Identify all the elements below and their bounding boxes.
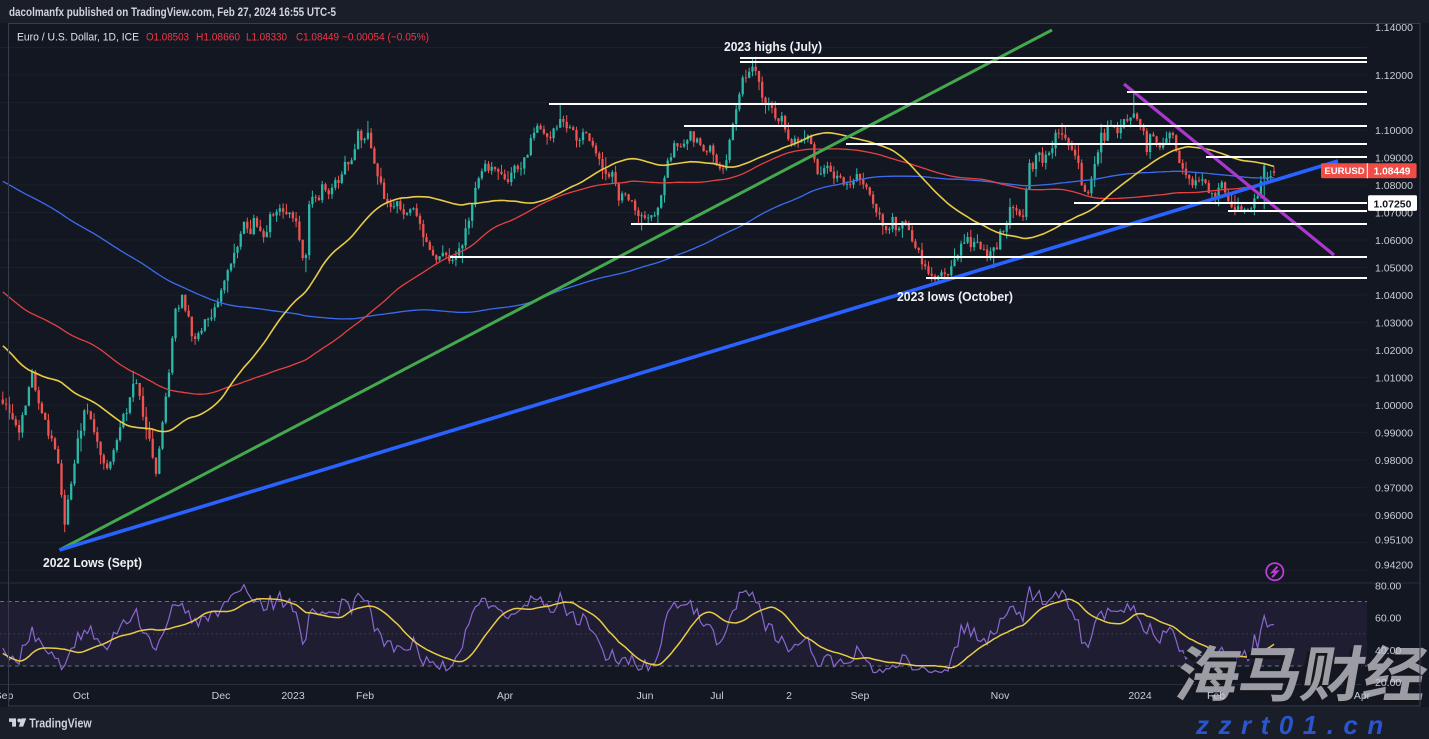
svg-text:1.14000: 1.14000 [1375,22,1413,34]
svg-text:Dec: Dec [212,690,231,702]
svg-text:EURUSD: EURUSD [1324,166,1364,177]
svg-text:Sep: Sep [0,690,13,702]
svg-text:0.96000: 0.96000 [1375,510,1413,522]
svg-text:2024: 2024 [1128,690,1152,702]
svg-text:0.98000: 0.98000 [1375,455,1413,467]
svg-text:1.05000: 1.05000 [1375,262,1413,274]
svg-text:1.09000: 1.09000 [1375,152,1413,164]
svg-text:2: 2 [786,690,792,702]
svg-text:1.12000: 1.12000 [1375,70,1413,82]
svg-text:Sep: Sep [851,690,870,702]
svg-text:2023: 2023 [281,690,305,702]
svg-text:1.03000: 1.03000 [1375,317,1413,329]
svg-text:60.00: 60.00 [1375,613,1401,625]
svg-text:1.08000: 1.08000 [1375,180,1413,192]
svg-text:1.10000: 1.10000 [1375,125,1413,137]
svg-text:Feb: Feb [356,690,374,702]
svg-text:Oct: Oct [73,690,89,702]
svg-text:1.04000: 1.04000 [1375,290,1413,302]
svg-text:1.01000: 1.01000 [1375,372,1413,384]
svg-text:zzrt01.cn: zzrt01.cn [1195,710,1393,739]
svg-text:Euro / U.S. Dollar, 1D, ICE: Euro / U.S. Dollar, 1D, ICE [17,32,139,44]
svg-text:0.97000: 0.97000 [1375,482,1413,494]
svg-text:0.99000: 0.99000 [1375,427,1413,439]
svg-text:Jul: Jul [710,690,723,702]
svg-text:Apr: Apr [497,690,514,702]
svg-text:2022 Lows (Sept): 2022 Lows (Sept) [43,555,142,570]
svg-text:80.00: 80.00 [1375,580,1401,592]
svg-text:20.00: 20.00 [1375,677,1401,689]
svg-text:2023 lows (October): 2023 lows (October) [897,289,1013,304]
svg-text:1.06000: 1.06000 [1375,235,1413,247]
svg-text:40.00: 40.00 [1375,645,1401,657]
svg-text:0.94200: 0.94200 [1375,559,1413,571]
svg-text:Jun: Jun [637,690,654,702]
svg-text:Apr: Apr [1354,690,1371,702]
svg-text:1.02000: 1.02000 [1375,345,1413,357]
svg-text:Feb: Feb [1207,690,1225,702]
svg-text:1.07250: 1.07250 [1374,198,1412,210]
svg-text:1.00000: 1.00000 [1375,400,1413,412]
svg-text:Nov: Nov [991,690,1010,702]
svg-text:0.95100: 0.95100 [1375,535,1413,547]
svg-text:2023 highs (July): 2023 highs (July) [724,39,822,54]
svg-text:1.08449: 1.08449 [1374,166,1411,177]
svg-text:dacolmanfx published on Tradin: dacolmanfx published on TradingView.com,… [9,7,337,19]
svg-text:TradingView: TradingView [29,716,92,730]
